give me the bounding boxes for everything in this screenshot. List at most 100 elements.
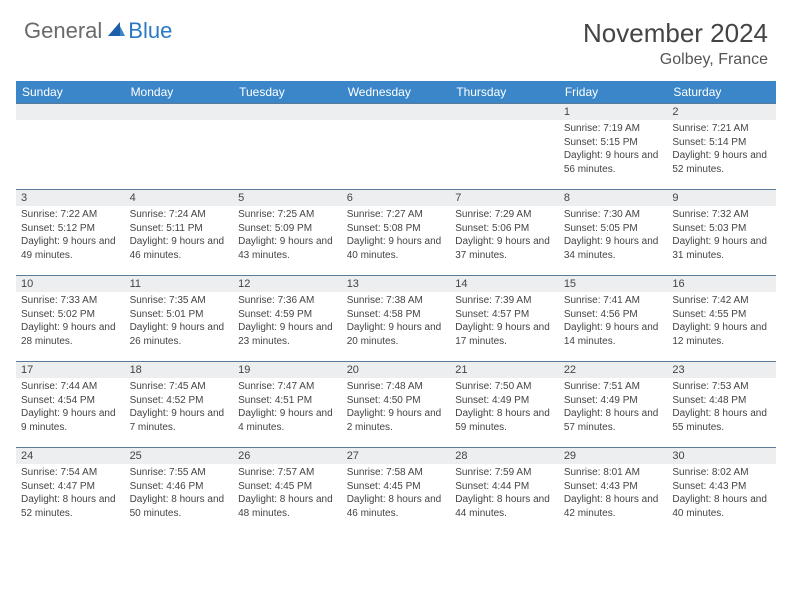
day-detail-line: Sunset: 4:47 PM: [21, 480, 120, 494]
day-detail-line: Daylight: 8 hours and 48 minutes.: [238, 493, 337, 520]
day-number: 22: [559, 362, 668, 378]
weekday-header: Friday: [559, 81, 668, 104]
day-details: Sunrise: 7:25 AMSunset: 5:09 PMDaylight:…: [233, 206, 342, 264]
weekday-header: Wednesday: [342, 81, 451, 104]
day-details: Sunrise: 7:39 AMSunset: 4:57 PMDaylight:…: [450, 292, 559, 350]
day-detail-line: Daylight: 8 hours and 57 minutes.: [564, 407, 663, 434]
weekday-header: Saturday: [667, 81, 776, 104]
day-detail-line: Daylight: 8 hours and 50 minutes.: [130, 493, 229, 520]
day-details: Sunrise: 7:24 AMSunset: 5:11 PMDaylight:…: [125, 206, 234, 264]
day-number: 7: [450, 190, 559, 206]
day-details: Sunrise: 7:55 AMSunset: 4:46 PMDaylight:…: [125, 464, 234, 522]
calendar-day-cell: 15Sunrise: 7:41 AMSunset: 4:56 PMDayligh…: [559, 276, 668, 362]
day-number: 9: [667, 190, 776, 206]
calendar-day-cell: 28Sunrise: 7:59 AMSunset: 4:44 PMDayligh…: [450, 448, 559, 534]
day-number: [125, 104, 234, 120]
day-detail-line: Daylight: 9 hours and 23 minutes.: [238, 321, 337, 348]
day-detail-line: Sunset: 5:09 PM: [238, 222, 337, 236]
day-detail-line: Sunrise: 7:33 AM: [21, 294, 120, 308]
calendar-day-cell: 2Sunrise: 7:21 AMSunset: 5:14 PMDaylight…: [667, 104, 776, 190]
calendar-day-cell: 18Sunrise: 7:45 AMSunset: 4:52 PMDayligh…: [125, 362, 234, 448]
day-detail-line: Sunset: 4:43 PM: [672, 480, 771, 494]
calendar-day-cell: 13Sunrise: 7:38 AMSunset: 4:58 PMDayligh…: [342, 276, 451, 362]
day-details: Sunrise: 7:33 AMSunset: 5:02 PMDaylight:…: [16, 292, 125, 350]
day-detail-line: Sunset: 4:52 PM: [130, 394, 229, 408]
day-number: 1: [559, 104, 668, 120]
calendar-day-cell: 27Sunrise: 7:58 AMSunset: 4:45 PMDayligh…: [342, 448, 451, 534]
day-detail-line: Sunrise: 7:57 AM: [238, 466, 337, 480]
calendar-day-cell: 3Sunrise: 7:22 AMSunset: 5:12 PMDaylight…: [16, 190, 125, 276]
calendar-week-row: 17Sunrise: 7:44 AMSunset: 4:54 PMDayligh…: [16, 362, 776, 448]
day-detail-line: Sunset: 4:45 PM: [347, 480, 446, 494]
day-details: Sunrise: 7:35 AMSunset: 5:01 PMDaylight:…: [125, 292, 234, 350]
day-number: 28: [450, 448, 559, 464]
day-detail-line: Daylight: 9 hours and 28 minutes.: [21, 321, 120, 348]
day-detail-line: Daylight: 9 hours and 40 minutes.: [347, 235, 446, 262]
day-detail-line: Sunrise: 7:22 AM: [21, 208, 120, 222]
logo-text-blue: Blue: [128, 18, 172, 44]
calendar-day-cell: 23Sunrise: 7:53 AMSunset: 4:48 PMDayligh…: [667, 362, 776, 448]
weekday-header: Tuesday: [233, 81, 342, 104]
day-number: 27: [342, 448, 451, 464]
day-detail-line: Sunrise: 7:55 AM: [130, 466, 229, 480]
day-detail-line: Sunrise: 7:54 AM: [21, 466, 120, 480]
calendar-day-cell: 20Sunrise: 7:48 AMSunset: 4:50 PMDayligh…: [342, 362, 451, 448]
day-detail-line: Daylight: 8 hours and 44 minutes.: [455, 493, 554, 520]
day-detail-line: Sunrise: 7:30 AM: [564, 208, 663, 222]
day-detail-line: Sunset: 5:08 PM: [347, 222, 446, 236]
day-detail-line: Sunset: 5:12 PM: [21, 222, 120, 236]
day-details: [233, 120, 342, 124]
day-detail-line: Sunrise: 7:25 AM: [238, 208, 337, 222]
day-number: 2: [667, 104, 776, 120]
day-number: 11: [125, 276, 234, 292]
day-detail-line: Sunset: 5:15 PM: [564, 136, 663, 150]
day-detail-line: Daylight: 9 hours and 12 minutes.: [672, 321, 771, 348]
logo-sail-icon: [106, 20, 126, 43]
day-detail-line: Sunrise: 7:32 AM: [672, 208, 771, 222]
calendar-day-cell: 11Sunrise: 7:35 AMSunset: 5:01 PMDayligh…: [125, 276, 234, 362]
calendar-day-cell: 21Sunrise: 7:50 AMSunset: 4:49 PMDayligh…: [450, 362, 559, 448]
day-detail-line: Sunset: 4:51 PM: [238, 394, 337, 408]
weekday-header: Thursday: [450, 81, 559, 104]
logo: General Blue: [24, 18, 172, 44]
calendar-day-cell: 5Sunrise: 7:25 AMSunset: 5:09 PMDaylight…: [233, 190, 342, 276]
day-detail-line: Sunset: 5:06 PM: [455, 222, 554, 236]
day-detail-line: Sunset: 4:49 PM: [455, 394, 554, 408]
title-block: November 2024 Golbey, France: [583, 18, 768, 69]
day-detail-line: Sunrise: 7:48 AM: [347, 380, 446, 394]
day-details: Sunrise: 7:41 AMSunset: 4:56 PMDaylight:…: [559, 292, 668, 350]
calendar-week-row: 1Sunrise: 7:19 AMSunset: 5:15 PMDaylight…: [16, 104, 776, 190]
calendar-day-cell: 12Sunrise: 7:36 AMSunset: 4:59 PMDayligh…: [233, 276, 342, 362]
day-detail-line: Daylight: 8 hours and 42 minutes.: [564, 493, 663, 520]
location-label: Golbey, France: [583, 51, 768, 69]
calendar-day-cell: 17Sunrise: 7:44 AMSunset: 4:54 PMDayligh…: [16, 362, 125, 448]
day-detail-line: Sunrise: 7:58 AM: [347, 466, 446, 480]
day-detail-line: Daylight: 9 hours and 4 minutes.: [238, 407, 337, 434]
calendar-week-row: 10Sunrise: 7:33 AMSunset: 5:02 PMDayligh…: [16, 276, 776, 362]
day-detail-line: Sunrise: 7:59 AM: [455, 466, 554, 480]
day-details: Sunrise: 7:44 AMSunset: 4:54 PMDaylight:…: [16, 378, 125, 436]
day-detail-line: Sunrise: 8:02 AM: [672, 466, 771, 480]
day-detail-line: Sunset: 4:57 PM: [455, 308, 554, 322]
day-number: 23: [667, 362, 776, 378]
day-detail-line: Sunrise: 8:01 AM: [564, 466, 663, 480]
day-details: Sunrise: 7:38 AMSunset: 4:58 PMDaylight:…: [342, 292, 451, 350]
day-number: 12: [233, 276, 342, 292]
day-detail-line: Sunrise: 7:24 AM: [130, 208, 229, 222]
day-number: 10: [16, 276, 125, 292]
calendar-day-cell: 1Sunrise: 7:19 AMSunset: 5:15 PMDaylight…: [559, 104, 668, 190]
day-detail-line: Sunrise: 7:50 AM: [455, 380, 554, 394]
day-number: 17: [16, 362, 125, 378]
day-details: Sunrise: 7:29 AMSunset: 5:06 PMDaylight:…: [450, 206, 559, 264]
day-number: [16, 104, 125, 120]
day-detail-line: Daylight: 9 hours and 43 minutes.: [238, 235, 337, 262]
day-details: [450, 120, 559, 124]
day-number: 13: [342, 276, 451, 292]
day-detail-line: Sunrise: 7:53 AM: [672, 380, 771, 394]
day-details: Sunrise: 7:21 AMSunset: 5:14 PMDaylight:…: [667, 120, 776, 178]
day-number: [233, 104, 342, 120]
day-detail-line: Daylight: 9 hours and 17 minutes.: [455, 321, 554, 348]
day-details: Sunrise: 7:57 AMSunset: 4:45 PMDaylight:…: [233, 464, 342, 522]
day-details: Sunrise: 7:32 AMSunset: 5:03 PMDaylight:…: [667, 206, 776, 264]
day-detail-line: Daylight: 9 hours and 34 minutes.: [564, 235, 663, 262]
